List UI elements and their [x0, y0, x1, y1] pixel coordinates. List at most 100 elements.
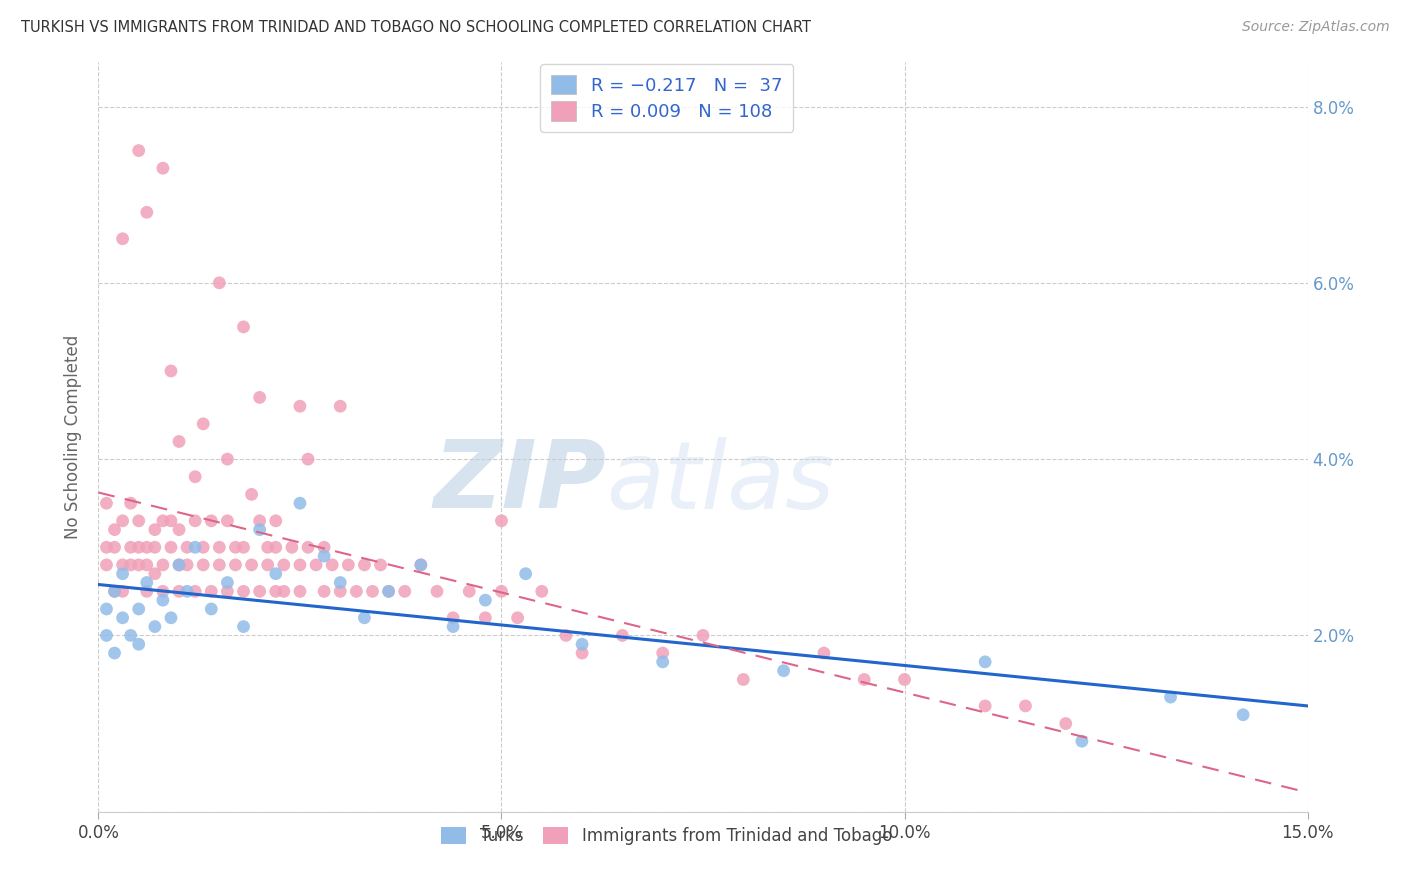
Point	[249, 391, 271, 405]
Point	[426, 584, 449, 599]
Point	[264, 514, 287, 528]
Point	[474, 593, 496, 607]
Point	[111, 232, 134, 246]
Point	[337, 558, 360, 572]
Point	[974, 655, 997, 669]
Point	[458, 584, 481, 599]
Point	[353, 558, 375, 572]
Point	[264, 566, 287, 581]
Text: Source: ZipAtlas.com: Source: ZipAtlas.com	[1241, 20, 1389, 34]
Point	[232, 619, 254, 633]
Point	[160, 364, 183, 378]
Point	[208, 558, 231, 572]
Point	[143, 541, 166, 555]
Point	[176, 541, 198, 555]
Point	[240, 558, 263, 572]
Point	[256, 541, 278, 555]
Point	[120, 541, 142, 555]
Point	[143, 619, 166, 633]
Point	[288, 399, 311, 413]
Point	[128, 514, 150, 528]
Point	[441, 619, 464, 633]
Point	[530, 584, 553, 599]
Point	[297, 541, 319, 555]
Point	[249, 514, 271, 528]
Point	[103, 584, 125, 599]
Point	[160, 611, 183, 625]
Point	[200, 602, 222, 616]
Point	[96, 541, 118, 555]
Point	[232, 319, 254, 334]
Point	[409, 558, 432, 572]
Point	[103, 523, 125, 537]
Point	[120, 496, 142, 510]
Point	[160, 541, 183, 555]
Point	[111, 514, 134, 528]
Point	[208, 541, 231, 555]
Point	[208, 276, 231, 290]
Point	[353, 611, 375, 625]
Point	[232, 584, 254, 599]
Point	[264, 541, 287, 555]
Point	[160, 514, 183, 528]
Point	[1014, 698, 1036, 713]
Text: atlas: atlas	[606, 436, 835, 527]
Point	[515, 566, 537, 581]
Text: TURKISH VS IMMIGRANTS FROM TRINIDAD AND TOBAGO NO SCHOOLING COMPLETED CORRELATIO: TURKISH VS IMMIGRANTS FROM TRINIDAD AND …	[21, 20, 811, 35]
Point	[135, 558, 157, 572]
Point	[329, 584, 352, 599]
Point	[167, 558, 190, 572]
Point	[200, 584, 222, 599]
Point	[256, 558, 278, 572]
Point	[329, 399, 352, 413]
Point	[571, 646, 593, 660]
Point	[264, 584, 287, 599]
Text: ZIP: ZIP	[433, 436, 606, 528]
Point	[167, 584, 190, 599]
Point	[224, 541, 246, 555]
Point	[103, 584, 125, 599]
Point	[193, 558, 215, 572]
Point	[314, 549, 336, 563]
Point	[651, 646, 673, 660]
Point	[1232, 707, 1254, 722]
Point	[128, 602, 150, 616]
Point	[224, 558, 246, 572]
Point	[1054, 716, 1077, 731]
Point	[176, 584, 198, 599]
Point	[491, 584, 513, 599]
Point	[893, 673, 915, 687]
Point	[200, 514, 222, 528]
Point	[772, 664, 794, 678]
Point	[111, 584, 134, 599]
Point	[314, 584, 336, 599]
Point	[135, 541, 157, 555]
Point	[217, 584, 239, 599]
Point	[184, 469, 207, 483]
Point	[152, 514, 174, 528]
Point	[612, 628, 634, 642]
Point	[167, 434, 190, 449]
Point	[571, 637, 593, 651]
Point	[120, 628, 142, 642]
Point	[128, 541, 150, 555]
Legend: Turks, Immigrants from Trinidad and Tobago: Turks, Immigrants from Trinidad and Toba…	[434, 821, 898, 852]
Point	[96, 602, 118, 616]
Point	[281, 541, 304, 555]
Point	[321, 558, 343, 572]
Point	[128, 558, 150, 572]
Point	[273, 584, 295, 599]
Point	[135, 575, 157, 590]
Point	[361, 584, 384, 599]
Point	[217, 452, 239, 467]
Point	[474, 611, 496, 625]
Point	[111, 566, 134, 581]
Point	[249, 523, 271, 537]
Point	[217, 575, 239, 590]
Point	[184, 541, 207, 555]
Point	[409, 558, 432, 572]
Point	[135, 205, 157, 219]
Point	[288, 558, 311, 572]
Point	[232, 541, 254, 555]
Point	[152, 584, 174, 599]
